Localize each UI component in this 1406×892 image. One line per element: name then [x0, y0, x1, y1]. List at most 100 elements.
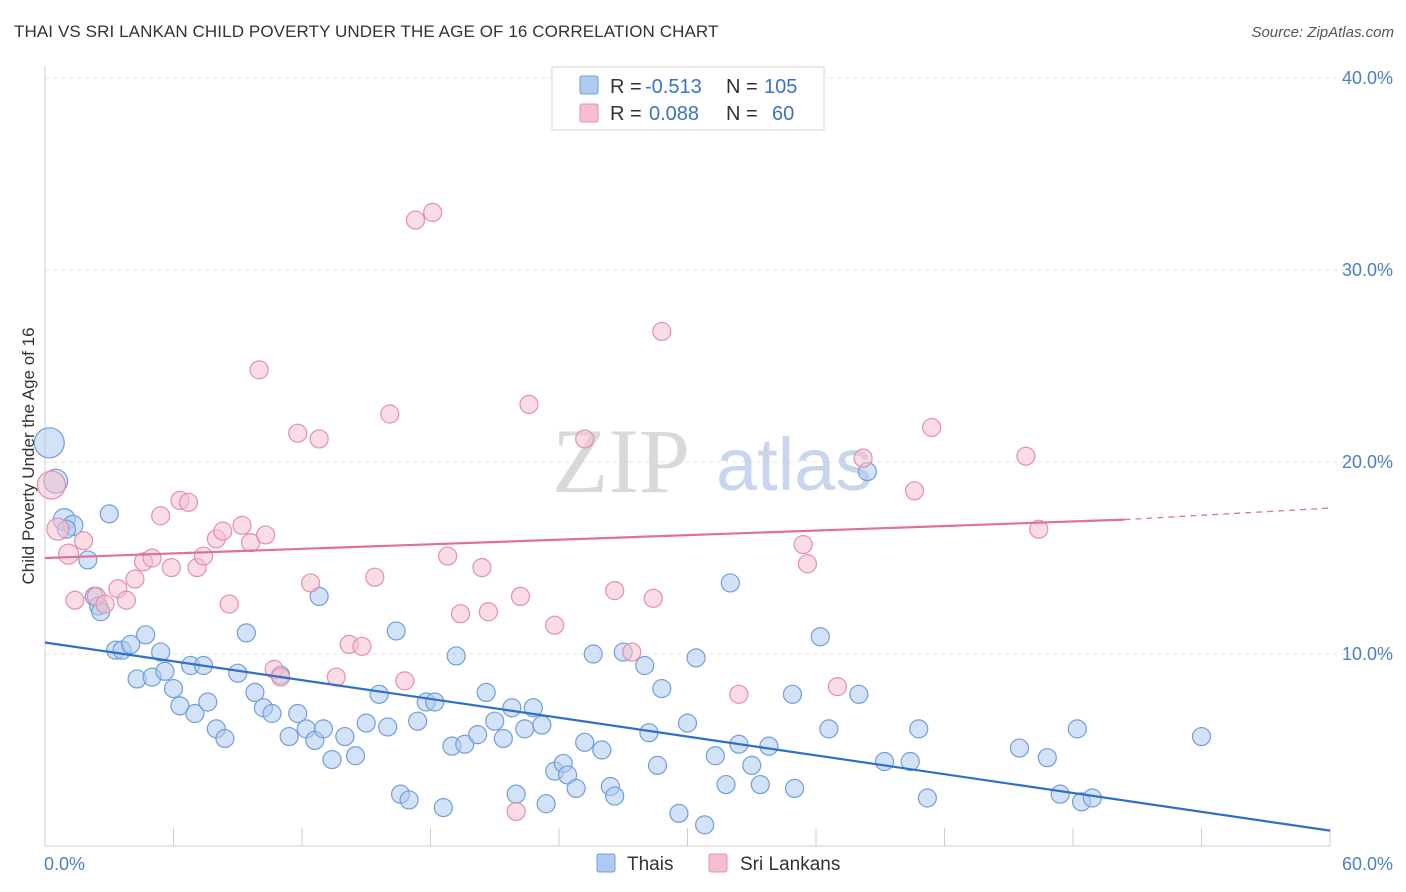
thais-point-14: [151, 642, 171, 662]
thais-point-21: [170, 696, 190, 716]
thais-point-52: [446, 646, 466, 666]
legend-n-label-srilankans: N =: [726, 103, 758, 125]
thais-point-37: [309, 586, 329, 607]
bottom-legend-label-srilankans: Sri Lankans: [740, 854, 840, 875]
thais-point-18: [163, 678, 184, 699]
srilankans-point-24: [255, 525, 276, 545]
chart-title: THAI VS SRI LANKAN CHILD POVERTY UNDER T…: [14, 22, 719, 41]
thais-point-91: [810, 627, 830, 647]
thais-point-86: [742, 755, 762, 775]
thais-point-63: [536, 794, 556, 814]
srilankans-point-46: [575, 429, 595, 449]
srilankans-point-19: [213, 521, 233, 541]
thais-point-41: [356, 713, 376, 733]
srilankans-point-47: [605, 581, 625, 601]
thais-point-28: [245, 682, 265, 703]
srilankans-point-53: [797, 554, 818, 574]
legend-swatch-thais: [579, 75, 599, 95]
srilankans-point-4: [73, 531, 94, 551]
thais-point-98: [917, 788, 937, 808]
y-tick-label-1: 20.0%: [1342, 452, 1393, 472]
legend-r-label-srilankans: R =: [610, 103, 642, 125]
thais-point-44: [386, 621, 406, 641]
thais-point-87: [750, 774, 770, 795]
thais-point-12: [121, 634, 141, 655]
legend: R = -0.513 N = 105 R = 0.088 N = 60: [551, 66, 825, 131]
srilankans-point-54: [827, 677, 848, 697]
bottom-legend-swatch-thais: [596, 853, 616, 873]
srilankans-point-12: [151, 506, 171, 526]
thais-point-102: [1067, 719, 1087, 739]
thais-point-43: [378, 717, 398, 737]
srilankans-point-50: [652, 321, 672, 342]
srilankans-point-42: [506, 801, 526, 822]
srilankans-point-49: [643, 588, 663, 608]
thais-point-0: [33, 427, 65, 459]
srilankans-point-11: [142, 548, 162, 568]
bottom-legend-swatch-srilankans: [708, 853, 728, 873]
bottom-legend: Thais Sri Lankans: [596, 853, 840, 875]
srilankans-point-51: [729, 684, 749, 704]
thais-point-13: [136, 625, 156, 645]
thais-point-39: [335, 726, 355, 747]
srilankans-point-17: [193, 546, 214, 566]
legend-r-label-thais: R =: [610, 76, 642, 98]
srilankans-point-55: [853, 448, 873, 468]
y-tick-labels: 10.0% 20.0% 30.0% 40.0%: [1342, 68, 1393, 664]
thais-point-72: [605, 786, 625, 806]
srilankans-point-52: [793, 534, 813, 555]
thais-point-57: [493, 728, 513, 749]
thais-point-95: [874, 751, 895, 772]
srilankans-point-28: [300, 573, 321, 593]
legend-n-value-thais: 105: [764, 76, 797, 98]
legend-swatch-srilankans: [579, 103, 599, 123]
series-srilankans-points: [36, 202, 1049, 822]
thais-point-23: [198, 692, 218, 712]
y-tick-label-3: 40.0%: [1342, 68, 1393, 88]
thais-point-78: [669, 803, 689, 823]
thais-point-42: [369, 684, 389, 704]
thais-point-26: [228, 663, 248, 683]
thais-point-53: [455, 734, 475, 754]
thais-point-60: [515, 719, 535, 739]
srilankans-point-3: [65, 590, 85, 610]
thais-point-36: [313, 719, 334, 739]
srilankans-point-58: [1016, 446, 1036, 466]
srilankans-point-1: [46, 517, 70, 541]
srilankans-point-32: [352, 636, 372, 656]
thais-point-38: [322, 749, 342, 770]
x-tick-labels: 0.0% 60.0%: [44, 854, 1393, 874]
thais-point-96: [900, 751, 920, 772]
thais-point-33: [288, 703, 308, 724]
series-thais-points: [33, 427, 1212, 835]
trend-lines: [44, 507, 1331, 832]
thais-point-17: [155, 661, 175, 681]
thais-point-55: [476, 682, 496, 703]
thais-point-74: [635, 655, 655, 676]
srilankans-point-43: [510, 586, 531, 607]
source-label: Source: ZipAtlas.com: [1251, 24, 1394, 41]
srilankans-point-35: [395, 671, 415, 691]
thais-point-77: [652, 678, 672, 699]
srilankans-point-33: [365, 567, 385, 587]
thais-point-40: [345, 746, 366, 766]
srilankans-point-59: [1029, 519, 1049, 539]
srilankans-point-29: [309, 429, 329, 449]
srilankans-point-21: [232, 515, 252, 535]
thais-point-49: [425, 692, 445, 712]
grid-lines: [45, 77, 1392, 655]
thais-point-56: [485, 711, 505, 731]
y-tick-label-2: 30.0%: [1342, 260, 1393, 280]
srilankans-point-40: [472, 557, 492, 578]
legend-r-value-thais: -0.513: [645, 76, 702, 98]
srilankans-point-56: [904, 481, 925, 501]
srilankans-point-0: [36, 470, 67, 500]
srilankans-point-9: [125, 569, 145, 589]
srilankans-point-23: [249, 360, 269, 380]
thais-point-80: [686, 648, 706, 668]
srilankans-point-36: [405, 210, 426, 230]
watermark: ZIP atlas: [552, 410, 872, 512]
thais-point-25: [215, 728, 235, 749]
thais-point-58: [502, 698, 522, 718]
srilankans-point-37: [423, 202, 443, 222]
